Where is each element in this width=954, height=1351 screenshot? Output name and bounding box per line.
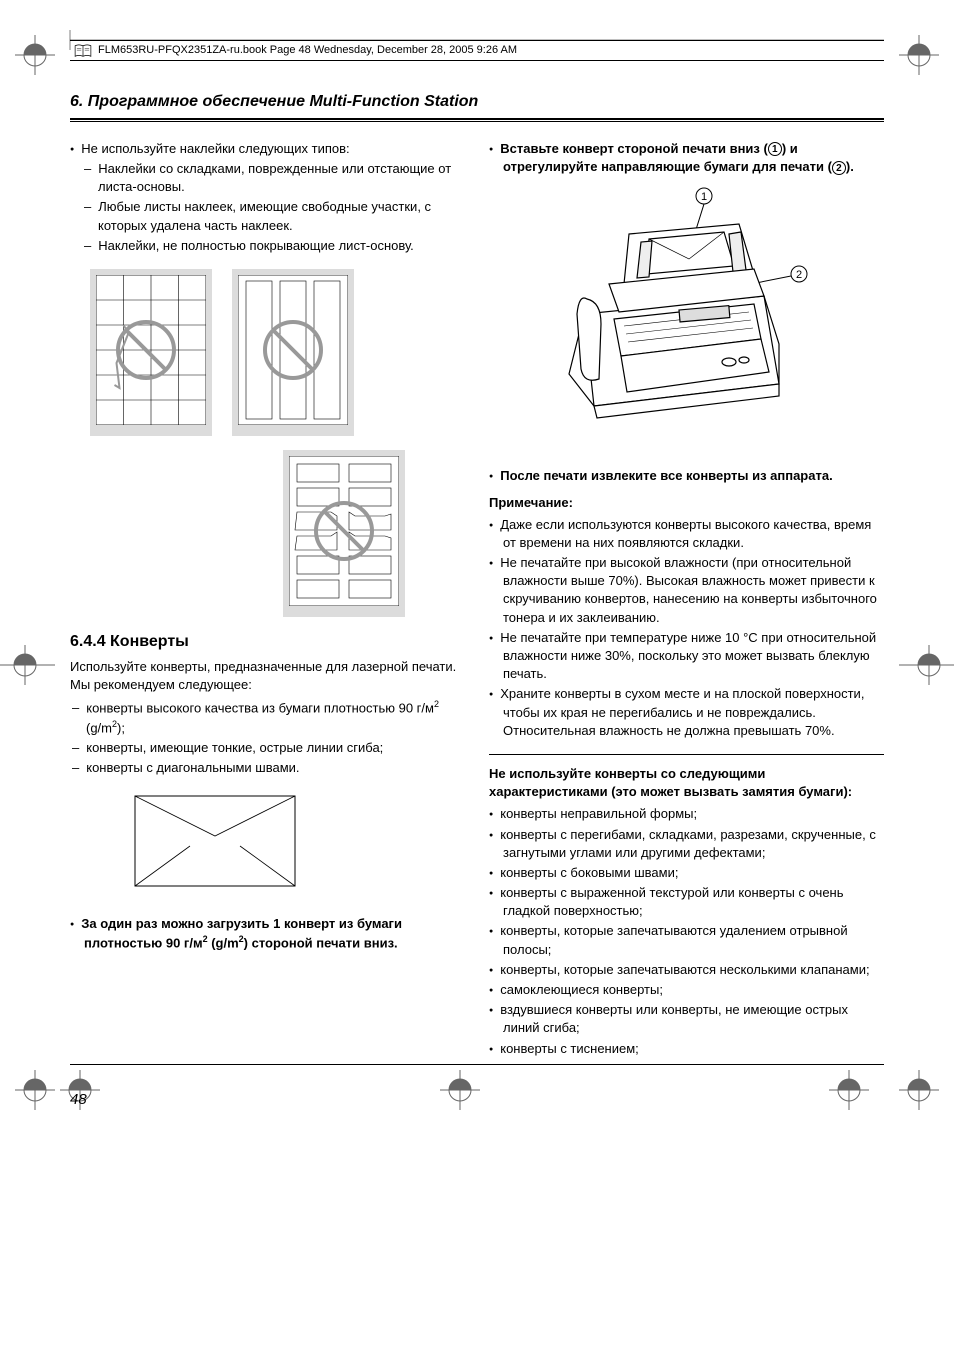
- list-item: конверты неправильной формы;: [503, 805, 884, 823]
- label-fig-cols: [232, 269, 354, 436]
- list-item: Даже если используются конверты высокого…: [503, 516, 884, 552]
- list-item: Любые листы наклеек, имеющие свободные у…: [98, 198, 465, 234]
- list-item: вздувшиеся конверты или конверты, не име…: [503, 1001, 884, 1037]
- label-types-list: Наклейки со складками, поврежденные или …: [70, 160, 465, 255]
- list-item: конверты, имеющие тонкие, острые линии с…: [86, 739, 465, 757]
- right-column: Вставьте конверт стороной печати вниз (1…: [489, 140, 884, 1060]
- page-number: 48: [70, 1089, 884, 1110]
- insert-instruction: Вставьте конверт стороной печати вниз (1…: [503, 140, 884, 176]
- envelope-figure: [130, 791, 465, 896]
- list-item: Наклейки, не полностью покрывающие лист-…: [98, 237, 465, 255]
- notes-list: Даже если используются конверты высокого…: [489, 516, 884, 740]
- label-fig-grid: [90, 269, 212, 436]
- svg-text:2: 2: [796, 269, 802, 281]
- svg-text:1: 1: [701, 191, 707, 203]
- after-print: После печати извлеките все конверты из а…: [503, 467, 884, 485]
- list-item: Храните конверты в сухом месте и на плос…: [503, 685, 884, 740]
- left-column: Не используйте наклейки следующих типов:…: [70, 140, 465, 1060]
- list-item: конверты с выраженной текстурой или конв…: [503, 884, 884, 920]
- page-content: FLM653RU-PFQX2351ZA-ru.book Page 48 Wedn…: [0, 0, 954, 1140]
- envelopes-heading: 6.4.4 Конверты: [70, 631, 465, 653]
- label-fig-cutouts: [283, 450, 405, 617]
- load-note: За один раз можно загрузить 1 конверт из…: [84, 915, 465, 953]
- list-item: конверты с перегибами, складками, разрез…: [503, 826, 884, 862]
- warning-list: конверты неправильной формы; конверты с …: [489, 805, 884, 1057]
- list-item: конверты с боковыми швами;: [503, 864, 884, 882]
- list-item: Не печатайте при температуре ниже 10 °C …: [503, 629, 884, 684]
- envelope-recs-list: конверты высокого качества из бумаги пло…: [70, 698, 465, 777]
- list-item: конверты с диагональными швами.: [86, 759, 465, 777]
- page-footer-rule: [70, 1064, 884, 1065]
- warning-heading: Не используйте конверты со следующими ха…: [489, 765, 884, 801]
- printer-figure: 1 2: [529, 184, 884, 449]
- top-crop-line: [50, 30, 904, 50]
- note-heading: Примечание:: [489, 494, 884, 512]
- list-item: конверты высокого качества из бумаги пло…: [86, 698, 465, 737]
- envelopes-intro: Используйте конверты, предназначенные дл…: [70, 658, 465, 694]
- label-figures-row1: [90, 269, 465, 436]
- list-item: Наклейки со складками, поврежденные или …: [98, 160, 465, 196]
- list-item: конверты, которые запечатываются удалени…: [503, 922, 884, 958]
- list-item: Не печатайте при высокой влажности (при …: [503, 554, 884, 627]
- divider: [489, 754, 884, 755]
- title-rule: [70, 118, 884, 122]
- section-title: 6. Программное обеспечение Multi-Functio…: [70, 91, 884, 113]
- list-item: самоклеющиеся конверты;: [503, 981, 884, 999]
- list-item: конверты с тиснением;: [503, 1040, 884, 1058]
- left-intro-bullet: Не используйте наклейки следующих типов:: [84, 140, 465, 158]
- columns: Не используйте наклейки следующих типов:…: [70, 140, 884, 1060]
- label-figures-row2: [90, 450, 405, 617]
- list-item: конверты, которые запечатываются несколь…: [503, 961, 884, 979]
